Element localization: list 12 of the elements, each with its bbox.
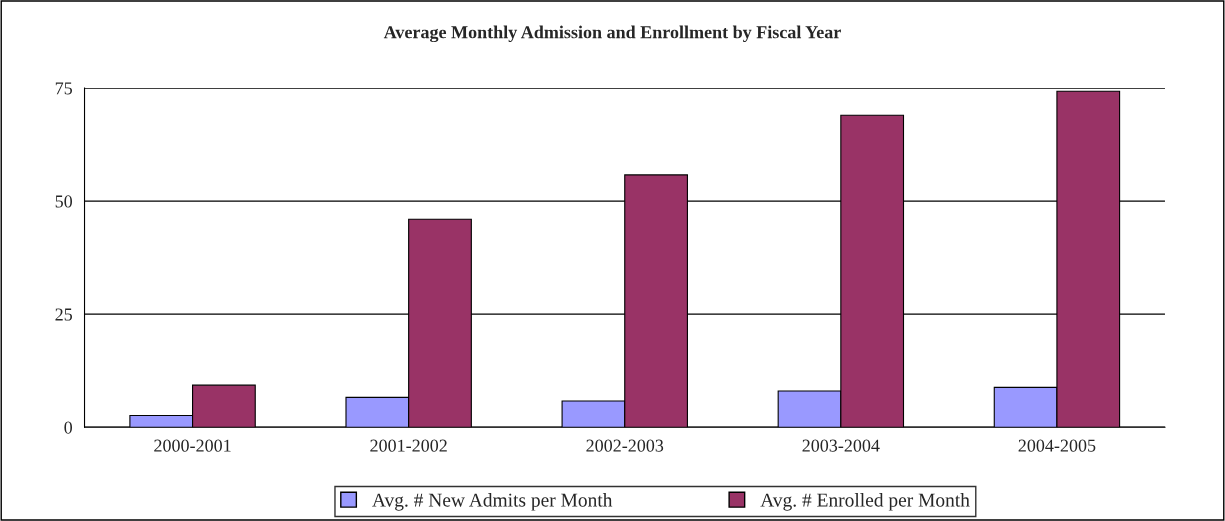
- x-tick-label: 2003-2004: [802, 439, 880, 452]
- x-tick-label: 2002-2003: [586, 439, 664, 452]
- y-tick-label: 25: [55, 308, 73, 321]
- y-tick-label: 75: [55, 82, 73, 95]
- x-tick-label: 2004-2005: [1018, 439, 1096, 452]
- chart-title: Average Monthly Admission and Enrollment by Fiscal Year: [383, 25, 841, 43]
- y-tick-label: 50: [55, 195, 73, 208]
- x-tick-label: 2001-2002: [370, 439, 447, 452]
- y-tick-label: 0: [64, 421, 73, 434]
- legend-label: Avg. # Enrolled per Month: [760, 492, 970, 511]
- legend-label: Avg. # New Admits per Month: [372, 492, 613, 511]
- x-tick-label: 2000-2001: [154, 439, 231, 452]
